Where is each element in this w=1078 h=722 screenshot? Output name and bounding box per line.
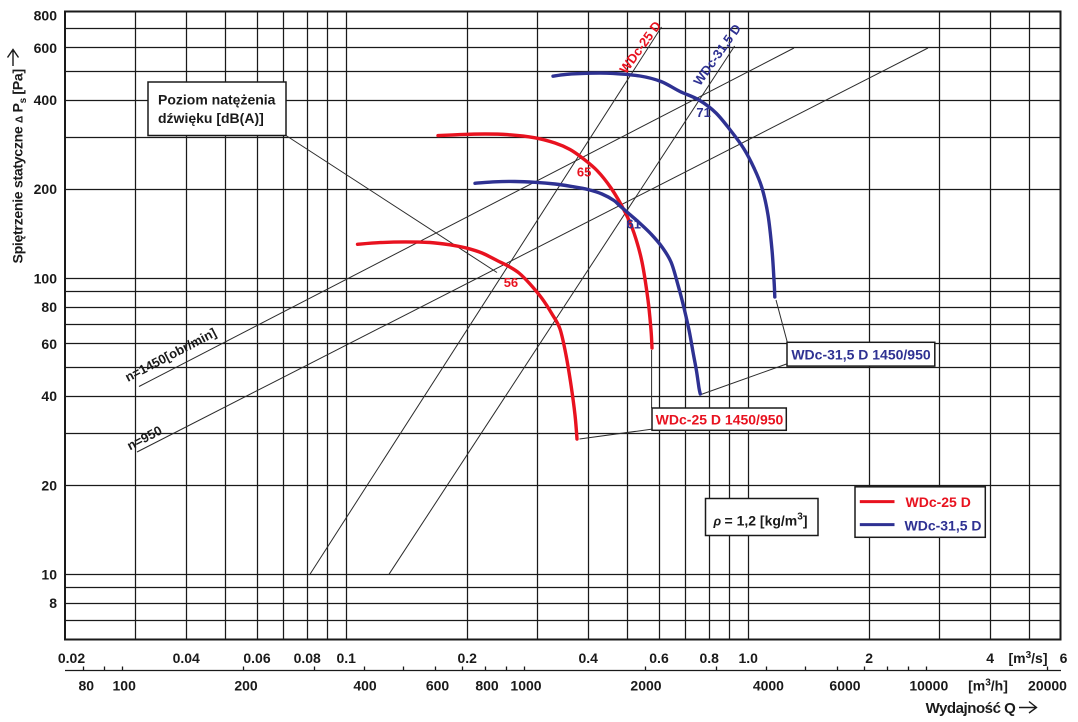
svg-text:1000: 1000 bbox=[510, 678, 541, 694]
svg-text:10000: 10000 bbox=[909, 678, 948, 694]
svg-text:400: 400 bbox=[34, 92, 58, 108]
svg-text:4000: 4000 bbox=[753, 678, 784, 694]
svg-text:10: 10 bbox=[41, 567, 57, 583]
svg-text:WDc-25 D 1450/950: WDc-25 D 1450/950 bbox=[656, 412, 784, 428]
svg-text:[m3/s]: [m3/s] bbox=[1008, 650, 1047, 666]
svg-text:2: 2 bbox=[865, 650, 873, 666]
svg-text:[m3/h]: [m3/h] bbox=[968, 678, 1008, 694]
svg-text:200: 200 bbox=[234, 678, 258, 694]
svg-text:80: 80 bbox=[79, 678, 95, 694]
svg-text:WDc-25 D: WDc-25 D bbox=[906, 494, 971, 510]
svg-text:0.8: 0.8 bbox=[699, 650, 719, 666]
svg-text:60: 60 bbox=[41, 336, 57, 352]
svg-text:800: 800 bbox=[475, 678, 499, 694]
svg-text:40: 40 bbox=[41, 388, 57, 404]
svg-text:Wydajność Q: Wydajność Q bbox=[926, 700, 1017, 717]
svg-text:56: 56 bbox=[504, 275, 518, 290]
svg-text:600: 600 bbox=[426, 678, 450, 694]
svg-text:0.08: 0.08 bbox=[294, 650, 321, 666]
svg-text:0.04: 0.04 bbox=[173, 650, 200, 666]
svg-text:WDc-31,5 D: WDc-31,5 D bbox=[905, 518, 982, 534]
svg-text:200: 200 bbox=[34, 181, 58, 197]
svg-text:61: 61 bbox=[627, 217, 641, 232]
svg-text:WDc-31,5 D 1450/950: WDc-31,5 D 1450/950 bbox=[791, 347, 931, 363]
svg-text:65: 65 bbox=[577, 165, 591, 180]
svg-text:100: 100 bbox=[113, 678, 137, 694]
svg-text:20: 20 bbox=[41, 477, 57, 493]
svg-text:0.1: 0.1 bbox=[336, 650, 356, 666]
svg-text:6000: 6000 bbox=[829, 678, 860, 694]
svg-text:1.0: 1.0 bbox=[738, 650, 758, 666]
svg-text:dźwięku [dB(A)]: dźwięku [dB(A)] bbox=[158, 110, 264, 126]
svg-text:0.02: 0.02 bbox=[58, 650, 85, 666]
svg-text:80: 80 bbox=[41, 299, 57, 315]
svg-text:0.4: 0.4 bbox=[578, 650, 598, 666]
svg-text:800: 800 bbox=[34, 8, 58, 24]
svg-text:20000: 20000 bbox=[1028, 678, 1067, 694]
svg-text:4: 4 bbox=[986, 650, 994, 666]
svg-text:100: 100 bbox=[34, 270, 58, 286]
svg-text:8: 8 bbox=[49, 595, 57, 611]
svg-text:0.06: 0.06 bbox=[243, 650, 270, 666]
svg-text:6: 6 bbox=[1060, 650, 1068, 666]
svg-text:400: 400 bbox=[353, 678, 377, 694]
svg-text:2000: 2000 bbox=[630, 678, 661, 694]
svg-text:0.6: 0.6 bbox=[649, 650, 669, 666]
svg-text:Spiętrzenie statyczne Δ Ps [Pa: Spiętrzenie statyczne Δ Ps [Pa] bbox=[11, 69, 30, 263]
svg-text:Poziom natężenia: Poziom natężenia bbox=[158, 92, 276, 108]
svg-text:0.2: 0.2 bbox=[457, 650, 477, 666]
svg-text:600: 600 bbox=[34, 40, 58, 56]
svg-text:71: 71 bbox=[696, 105, 710, 120]
svg-text:= 1,2 [kg/m3]: = 1,2 [kg/m3] bbox=[725, 512, 808, 529]
svg-text:ρ: ρ bbox=[713, 515, 722, 529]
